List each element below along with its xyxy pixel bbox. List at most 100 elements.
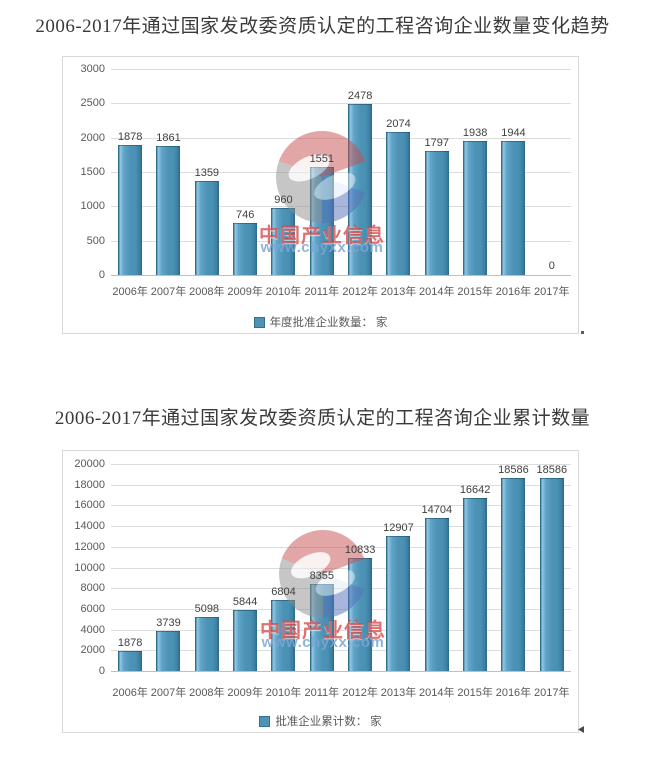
bar-2006年 (118, 651, 143, 671)
bar-value-label: 18586 (536, 464, 568, 476)
y-axis-tick-label: 2000 (80, 644, 105, 657)
gridline (111, 505, 571, 507)
cumulative-chart-value-labels: 1878 3739 5098 5844 6804 8355 10833 12907 14704 1… (111, 464, 571, 671)
y-axis-tick-label: 1000 (80, 200, 105, 213)
bar-slot (149, 464, 187, 671)
y-axis-tick-label: 20000 (74, 458, 105, 470)
bar-2008年 (194, 181, 219, 275)
x-axis-label: 2010年 (265, 286, 302, 298)
bar-2015年 (463, 141, 488, 275)
y-axis-tick-label: 10000 (74, 561, 105, 574)
y-axis-tick-label: 16000 (74, 499, 105, 512)
bar-value-label: 1944 (501, 127, 526, 139)
gridline (111, 69, 571, 70)
value-label-slot: 3739 (149, 464, 187, 671)
x-axis-label: 2009年 (227, 286, 263, 298)
gridline (111, 464, 571, 465)
bar-value-label: 5844 (232, 596, 258, 608)
value-label-slot: 960 (264, 69, 302, 275)
bar-value-label: 1797 (424, 137, 450, 149)
annual-chart-title: 2006-2017年通过国家发改委资质认定的工程咨询企业数量变化趋势 (35, 16, 610, 37)
bar-value-label: 3739 (156, 617, 181, 629)
value-label-slot: 5098 (188, 464, 226, 671)
bar-2017年 (539, 478, 564, 671)
x-axis-label: 2006年 (112, 286, 148, 298)
bar-value-label: 1359 (194, 167, 220, 179)
legend-swatch (259, 715, 271, 727)
bar-slot (149, 69, 187, 275)
bar-2015年 (463, 498, 488, 671)
value-label-slot: 1878 (111, 69, 149, 275)
value-label-slot: 0 (533, 69, 571, 275)
x-axis-label: 2017年 (534, 286, 570, 298)
x-axis-label: 2007年 (150, 286, 187, 298)
gridline (111, 526, 571, 528)
resize-handle-icon (578, 726, 584, 733)
bar-value-label: 14704 (421, 504, 453, 516)
bar-2014年 (424, 151, 449, 275)
y-axis-tick-label: 8000 (80, 582, 105, 595)
x-axis-label: 2007年 (150, 687, 187, 699)
bar-slot (456, 69, 494, 275)
x-axis-label: 2015年 (457, 286, 493, 298)
legend-label: 批准企业累计数： 家 (275, 716, 382, 728)
gridline (111, 629, 571, 631)
bar-value-label: 5098 (194, 603, 220, 615)
bar-2006年 (118, 145, 143, 275)
bar-2016年 (501, 141, 526, 275)
gridline (111, 275, 571, 276)
value-label-slot: 6804 (264, 464, 302, 671)
bar-value-label: 1878 (117, 131, 143, 143)
chart-corner-dot (581, 331, 584, 334)
bar-value-label: 16642 (459, 484, 491, 496)
bar-value-label: 0 (548, 260, 555, 272)
value-label-slot: 2478 (341, 69, 379, 275)
bar-2007年 (156, 146, 181, 275)
bar-slot (418, 69, 456, 275)
bar-slot (379, 464, 417, 671)
y-axis-tick-label: 18000 (74, 478, 105, 491)
cumulative-chart-title: 2006-2017年通过国家发改委资质认定的工程咨询企业累计数量 (54, 408, 591, 429)
x-axis-label: 2011年 (304, 286, 340, 298)
bar-2016年 (501, 478, 526, 671)
value-label-slot: 1878 (111, 464, 149, 671)
bar-2007年 (156, 631, 181, 671)
x-axis-label: 2006年 (112, 687, 148, 699)
bar-value-label: 960 (274, 194, 293, 206)
y-axis-tick-label: 2500 (80, 97, 105, 110)
y-axis-tick-label: 500 (86, 234, 105, 247)
gridline (111, 484, 571, 486)
gridline (111, 650, 571, 652)
bar-slot (188, 69, 226, 275)
bar-slot (226, 464, 264, 671)
bar-slot (494, 464, 532, 671)
value-label-slot: 18586 (494, 464, 532, 671)
bar-value-label: 746 (235, 209, 255, 221)
x-axis-label: 2012年 (342, 687, 378, 699)
bar-slot (456, 464, 494, 671)
y-axis-tick-label: 12000 (74, 540, 105, 553)
y-axis-tick-label: 0 (98, 269, 105, 281)
gridline (111, 240, 571, 242)
bar-value-label: 2074 (386, 118, 411, 130)
bar-slot (494, 69, 532, 275)
y-axis-tick-label: 3000 (80, 63, 105, 75)
bar-value-label: 12907 (383, 522, 414, 534)
value-label-slot: 1551 (303, 69, 341, 275)
bar-2013年 (386, 536, 411, 671)
gridline (111, 103, 571, 105)
bar-2014年 (424, 518, 449, 671)
bar-value-label: 18586 (498, 464, 529, 476)
value-label-slot: 8355 (303, 464, 341, 671)
bar-2013年 (386, 132, 411, 275)
value-label-slot: 5844 (226, 464, 264, 671)
value-label-slot: 14704 (418, 464, 456, 671)
x-axis-label: 2017年 (534, 687, 570, 699)
x-axis-label: 2011年 (304, 687, 340, 699)
value-label-slot: 12907 (379, 464, 417, 671)
bar-value-label: 6804 (271, 586, 296, 598)
x-axis-label: 2012年 (342, 286, 378, 298)
value-label-slot: 18586 (533, 464, 571, 671)
value-label-slot: 10833 (341, 464, 379, 671)
bar-value-label: 1551 (309, 153, 335, 165)
